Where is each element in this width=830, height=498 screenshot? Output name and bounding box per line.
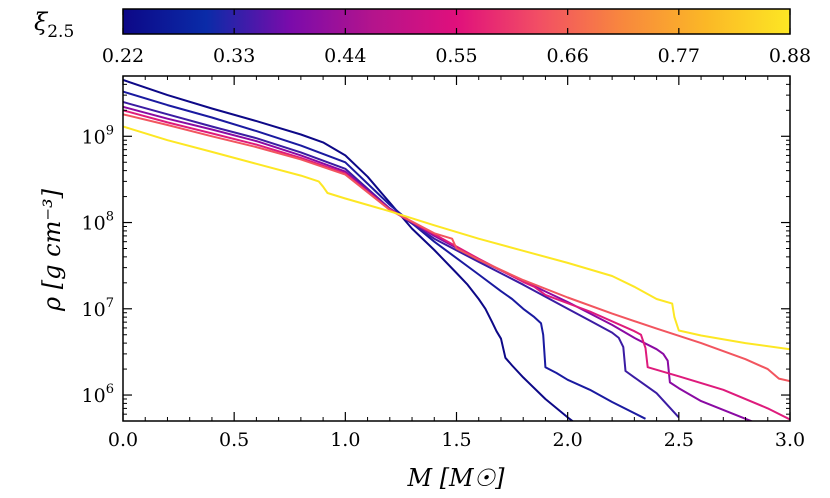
series-line-xi=0.22 — [123, 78, 575, 421]
colorbar-label-symbol: ξ — [34, 8, 49, 36]
colorbar-tick-label: 0.66 — [547, 45, 589, 67]
x-tick-label: 3.0 — [775, 429, 805, 451]
x-axis-label: M [M☉] — [406, 464, 505, 492]
colorbar-label-subscript: 2.5 — [47, 22, 74, 42]
series-line-xi=0.88 — [123, 125, 790, 351]
y-axis-label: ρ [g cm⁻³] — [38, 188, 66, 312]
colorbar-tick-label: 0.55 — [435, 45, 477, 67]
y-axis: 106 107 108 109 — [82, 75, 790, 422]
x-tick-label: 2.5 — [664, 429, 694, 451]
y-tick-label: 107 — [82, 296, 114, 321]
series-line-xi=0.28 — [123, 90, 646, 420]
x-axis: 0.0 0.5 1.0 1.5 2.0 2.5 3.0 — [108, 76, 805, 451]
colorbar-label: ξ2.5 — [34, 8, 74, 42]
colorbar-ticks: 0.22 0.33 0.44 0.55 0.66 0.77 0.88 — [102, 9, 811, 67]
colorbar-tick-label: 0.22 — [102, 45, 144, 67]
series-line-xi=0.59 — [123, 109, 790, 421]
x-tick-label: 1.0 — [330, 429, 360, 451]
colorbar-tick-label: 0.88 — [769, 45, 811, 67]
series-layer — [123, 78, 790, 421]
y-tick-label: 109 — [82, 123, 114, 148]
series-line-xi=0.36 — [123, 101, 680, 419]
series-line-xi=0.46 — [123, 105, 754, 421]
x-tick-label: 1.5 — [441, 429, 471, 451]
colorbar-tick-label: 0.44 — [324, 45, 366, 67]
x-tick-label: 0.0 — [108, 429, 138, 451]
colorbar-tick-label: 0.77 — [658, 45, 700, 67]
colorbar-tick-label: 0.33 — [213, 45, 255, 67]
x-tick-label: 0.5 — [219, 429, 249, 451]
y-tick-label: 106 — [82, 382, 114, 407]
x-tick-label: 2.0 — [553, 429, 583, 451]
series-line-xi=0.66 — [123, 113, 790, 383]
colorbar: 0.22 0.33 0.44 0.55 0.66 0.77 0.88 ξ2.5 — [34, 8, 811, 67]
plot-area: 0.0 0.5 1.0 1.5 2.0 2.5 3.0 106 107 108 109 — [82, 75, 805, 451]
y-tick-label: 108 — [82, 210, 114, 235]
